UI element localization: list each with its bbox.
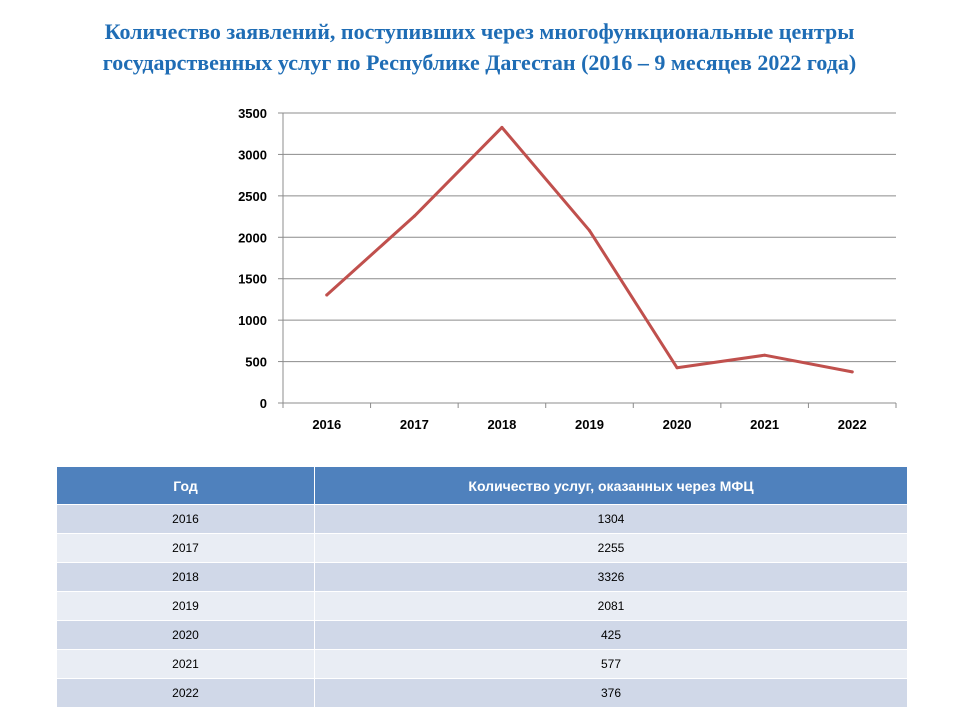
data-point	[675, 366, 679, 370]
x-tick-label: 2022	[838, 417, 867, 432]
table-cell-year: 2019	[56, 591, 315, 621]
table-row: 2017 2255	[56, 533, 908, 563]
data-point	[412, 214, 416, 218]
x-tick-label: 2017	[400, 417, 429, 432]
y-tick-label: 2500	[238, 189, 267, 204]
column-header-count: Количество услуг, оказанных через МФЦ	[314, 466, 908, 505]
table-cell-year: 2021	[56, 649, 315, 679]
table-row: 2019 2081	[56, 591, 908, 621]
table-cell-year: 2017	[56, 533, 315, 563]
y-tick-label: 1500	[238, 272, 267, 287]
y-tick-label: 2000	[238, 230, 267, 245]
data-point	[325, 293, 329, 297]
y-tick-label: 1000	[238, 313, 267, 328]
y-tick-label: 500	[245, 355, 267, 370]
table-cell-count: 1304	[314, 504, 908, 534]
table-row: 2018 3326	[56, 562, 908, 592]
title-line-1: Количество заявлений, поступивших через …	[104, 19, 855, 44]
x-tick-label: 2021	[750, 417, 779, 432]
series-line	[325, 125, 854, 374]
y-tick-label: 0	[260, 396, 267, 411]
data-point	[763, 353, 767, 357]
table-row: 2021 577	[56, 649, 908, 679]
table-cell-count: 425	[314, 620, 908, 650]
table-row: 2016 1304	[56, 504, 908, 534]
title-line-2: государственных услуг по Республике Даге…	[102, 50, 857, 75]
x-tick-label: 2019	[575, 417, 604, 432]
table-cell-year: 2016	[56, 504, 315, 534]
table-row: 2020 425	[56, 620, 908, 650]
y-tick-label: 3000	[238, 147, 267, 162]
line-chart: 0 500 1000 1500 2000 2500 3000 3500 2016 2017 2018…	[238, 106, 897, 432]
column-header-year: Год	[56, 466, 315, 505]
table-cell-year: 2022	[56, 678, 315, 708]
y-tick-label: 3500	[238, 106, 267, 121]
x-tick-label: 2018	[487, 417, 516, 432]
page-title: Количество заявлений, поступивших через …	[0, 16, 959, 78]
table-cell-count: 2081	[314, 591, 908, 621]
table-cell-count: 2255	[314, 533, 908, 563]
x-tick-label: 2016	[312, 417, 341, 432]
table-cell-count: 376	[314, 678, 908, 708]
table-cell-year: 2018	[56, 562, 315, 592]
x-tick-label: 2020	[663, 417, 692, 432]
data-point	[500, 125, 504, 129]
table-cell-year: 2020	[56, 620, 315, 650]
data-point	[850, 370, 854, 374]
table-header-row: Год Количество услуг, оказанных через МФ…	[56, 466, 908, 505]
data-table: Год Количество услуг, оказанных через МФ…	[56, 466, 908, 708]
data-point	[588, 229, 591, 233]
table-cell-count: 3326	[314, 562, 908, 592]
table-cell-count: 577	[314, 649, 908, 679]
table-row: 2022 376	[56, 678, 908, 708]
